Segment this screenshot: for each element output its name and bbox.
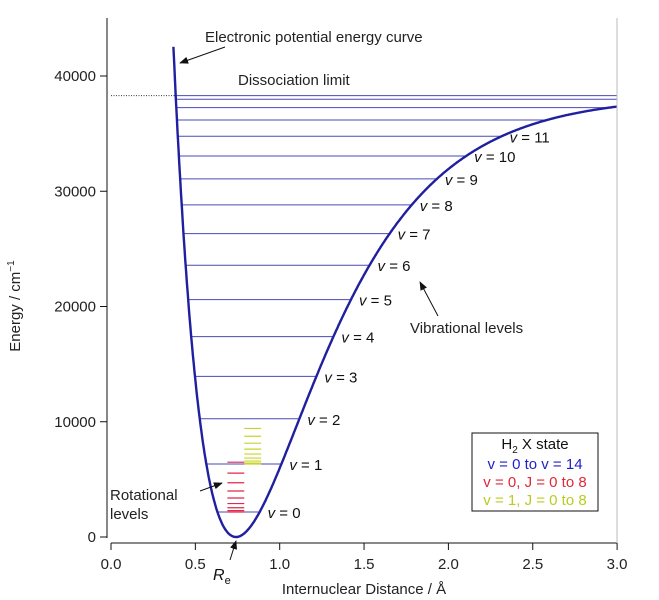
vibrational-annotation: Vibrational levels — [410, 320, 523, 337]
x-tick-label-2: 1.0 — [269, 556, 290, 573]
x-tick-label-1: 0.5 — [185, 556, 206, 573]
legend-entry-vibrational: v = 0 to v = 14 — [487, 456, 582, 473]
y-tick-label-4: 40000 — [54, 68, 96, 85]
vibrational-label-1: v = 1 — [289, 457, 322, 474]
y-axis-title: Energy / cm−1 — [6, 260, 24, 352]
y-tick-label-3: 30000 — [54, 183, 96, 200]
x-axis-title: Internuclear Distance / Å — [282, 581, 446, 598]
vibrational-label-0: v = 0 — [268, 505, 301, 522]
re-label: Re — [213, 567, 231, 587]
rotational-annotation-line2: levels — [110, 506, 148, 523]
legend-title: H2 X state — [501, 436, 568, 456]
vibrational-label-8: v = 8 — [420, 198, 453, 215]
vibrational-label-11: v = 11 — [510, 129, 550, 146]
curve-annotation: Electronic potential energy curve — [205, 29, 423, 46]
y-tick-label-1: 10000 — [54, 414, 96, 431]
vibrational-label-7: v = 7 — [398, 227, 431, 244]
curve-arrow — [179, 46, 226, 64]
potential-energy-curve — [172, 46, 618, 539]
vibrational-label-6: v = 6 — [378, 258, 411, 275]
vibrational-label-10: v = 10 — [474, 149, 515, 166]
x-tick-label-6: 3.0 — [607, 556, 628, 573]
rotational-arrow — [199, 482, 223, 492]
vibrational-label-4: v = 4 — [341, 330, 374, 347]
vibrational-arrow — [419, 281, 439, 317]
axes: 0 10000 20000 30000 40000 0.0 0.5 1.0 1.5 2.0 2.5 3… — [54, 18, 628, 573]
vibrational-label-9: v = 9 — [445, 172, 478, 189]
y-tick-label-0: 0 — [88, 529, 96, 546]
vibrational-label-5: v = 5 — [359, 293, 392, 310]
legend: H2 X state v = 0 to v = 14 v = 0, J = 0 … — [471, 432, 599, 512]
dissociation-annotation: Dissociation limit — [238, 72, 351, 89]
x-tick-label-4: 2.0 — [438, 556, 459, 573]
x-tick-label-3: 1.5 — [354, 556, 375, 573]
vibrational-label-2: v = 2 — [307, 412, 340, 429]
legend-entry-rot-v0: v = 0, J = 0 to 8 — [483, 474, 586, 491]
rotational-annotation-line1: Rotational — [110, 487, 178, 504]
legend-entry-rot-v1: v = 1, J = 0 to 8 — [483, 492, 586, 509]
y-tick-label-2: 20000 — [54, 299, 96, 316]
x-tick-label-5: 2.5 — [522, 556, 543, 573]
x-tick-label-0: 0.0 — [101, 556, 122, 573]
re-arrow — [229, 540, 237, 561]
vibrational-label-3: v = 3 — [324, 369, 357, 386]
